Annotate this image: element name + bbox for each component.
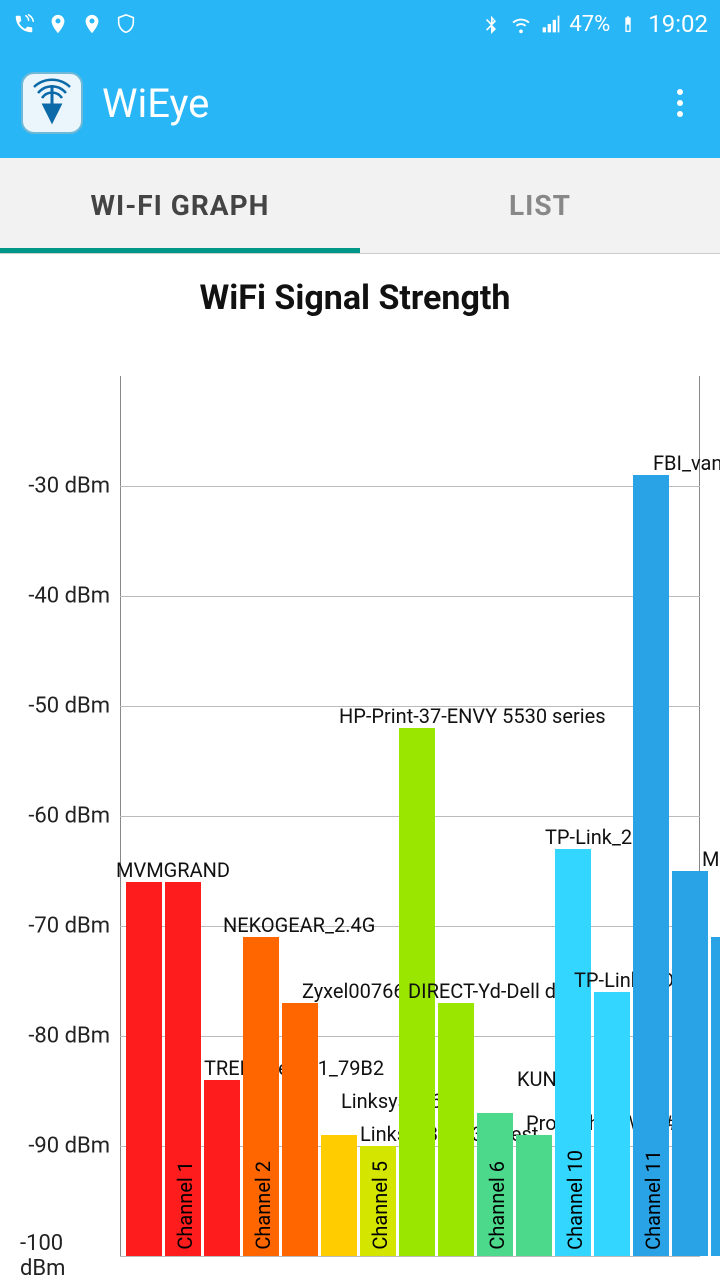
battery-percent: 47%: [569, 12, 610, 37]
shield-icon: [114, 12, 138, 36]
status-right: 47% 19:02: [479, 10, 708, 38]
tab-graph[interactable]: WI-FI GRAPH: [0, 158, 360, 253]
bar: [516, 1135, 552, 1256]
y-tick-label: -30 dBm: [28, 474, 110, 499]
bar: [321, 1135, 357, 1256]
channel-label: Channel 1: [173, 1161, 197, 1250]
status-left-icons: [12, 12, 138, 36]
bar-ssid-label: NEKOGEAR_2.4G: [223, 913, 375, 937]
bar: [711, 937, 720, 1256]
battery-icon: [616, 12, 640, 36]
gridline: [120, 596, 700, 597]
bar: [633, 475, 669, 1256]
bar-ssid-label: Zyxel00766: [302, 979, 405, 1003]
chart-area: WiFi Signal Strength MVMGRANDTRENDnet731…: [0, 254, 720, 1280]
tab-list[interactable]: LIST: [360, 158, 720, 253]
bar: [438, 1003, 474, 1256]
channel-label: Channel 11: [641, 1150, 665, 1250]
y-tick-label: -50 dBm: [28, 694, 110, 719]
tab-graph-label: WI-FI GRAPH: [91, 189, 270, 222]
app-title: WiEye: [102, 80, 660, 127]
signal-icon: [539, 12, 563, 36]
y-tick-label: -90 dBm: [28, 1134, 110, 1159]
y-tick-label: -60 dBm: [28, 804, 110, 829]
bar: [282, 1003, 318, 1256]
tab-list-label: LIST: [509, 189, 571, 222]
y-tick-label: -40 dBm: [28, 584, 110, 609]
tabs: WI-FI GRAPH LIST: [0, 158, 720, 254]
bar-ssid-label: MasterPao: [702, 847, 720, 871]
channel-label: Channel 5: [368, 1161, 392, 1250]
status-bar: 47% 19:02: [0, 0, 720, 48]
app-bar: WiEye: [0, 48, 720, 158]
y-tick-label: -100 dBm: [20, 1231, 110, 1280]
wifi-calling-icon: [12, 12, 36, 36]
channel-label: Channel 10: [563, 1150, 587, 1250]
chart-title: WiFi Signal Strength: [10, 278, 700, 318]
overflow-menu-icon[interactable]: [660, 83, 700, 123]
bar-ssid-label: FBI_van3: [653, 451, 720, 475]
gridline: [120, 1256, 700, 1257]
wifi-icon: [509, 12, 533, 36]
clock: 19:02: [648, 10, 708, 38]
location-icon-2: [80, 12, 104, 36]
bar-ssid-label: HP-Print-37-ENVY 5530 series: [339, 704, 606, 728]
chart: MVMGRANDTRENDnet731_79B2NEKOGEAR_2.4GZyx…: [20, 346, 700, 1280]
bluetooth-icon: [479, 12, 503, 36]
y-tick-label: -80 dBm: [28, 1024, 110, 1049]
location-icon: [46, 12, 70, 36]
bar: [126, 882, 162, 1256]
plot-area: MVMGRANDTRENDnet731_79B2NEKOGEAR_2.4GZyx…: [120, 376, 700, 1256]
channel-label: Channel 2: [251, 1161, 275, 1250]
app-icon: [20, 71, 84, 135]
y-tick-label: -70 dBm: [28, 914, 110, 939]
bar: [672, 871, 708, 1256]
bar: [204, 1080, 240, 1256]
gridline: [120, 486, 700, 487]
bar-ssid-label: MVMGRAND: [116, 858, 230, 882]
bar: [594, 992, 630, 1256]
channel-label: Channel 6: [485, 1161, 509, 1250]
